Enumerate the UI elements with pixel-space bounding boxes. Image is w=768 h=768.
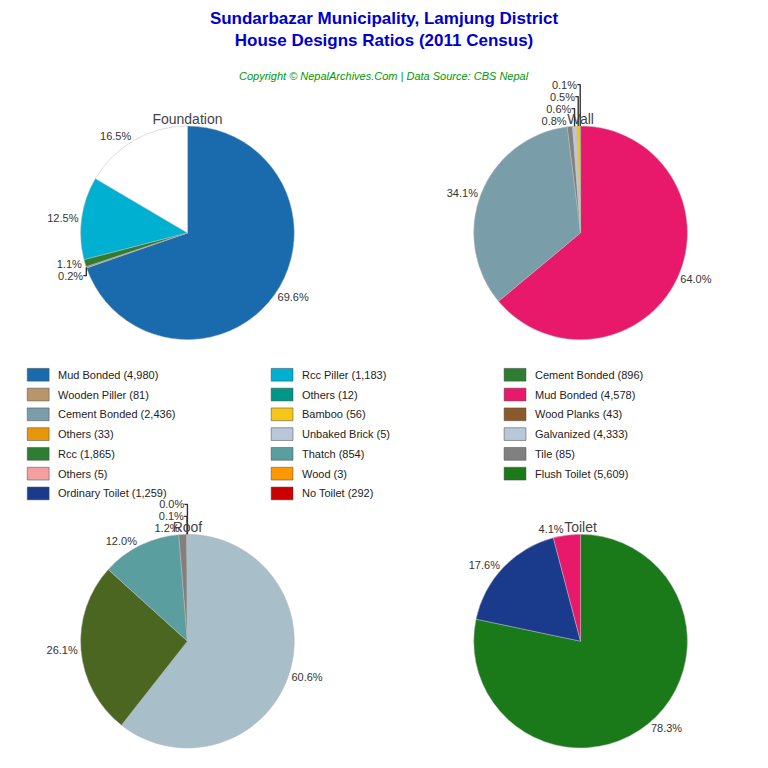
svg-text:69.6%: 69.6% — [278, 291, 309, 303]
svg-text:0.8%: 0.8% — [542, 115, 567, 127]
svg-text:60.6%: 60.6% — [291, 671, 322, 683]
svg-text:Wood Planks (43): Wood Planks (43) — [535, 408, 622, 420]
svg-text:Bamboo (56): Bamboo (56) — [302, 408, 366, 420]
svg-text:Flush Toilet (5,609): Flush Toilet (5,609) — [535, 468, 628, 480]
svg-text:No Toilet (292): No Toilet (292) — [302, 487, 373, 499]
svg-text:Wood (3): Wood (3) — [302, 468, 347, 480]
svg-text:16.5%: 16.5% — [100, 130, 131, 142]
svg-text:4.1%: 4.1% — [539, 523, 564, 535]
svg-text:Rcc (1,865): Rcc (1,865) — [58, 448, 115, 460]
svg-text:Thatch (854): Thatch (854) — [302, 448, 364, 460]
svg-text:Cement Bonded (2,436): Cement Bonded (2,436) — [58, 408, 175, 420]
svg-text:0.1%: 0.1% — [552, 79, 577, 91]
svg-text:Sundarbazar Municipality, Lamj: Sundarbazar Municipality, Lamjung Distri… — [210, 9, 559, 50]
svg-text:Copyright © NepalArchives.Com: Copyright © NepalArchives.Com | Data Sou… — [239, 70, 529, 82]
svg-text:0.1%: 0.1% — [159, 510, 184, 522]
svg-text:Rcc Piller (1,183): Rcc Piller (1,183) — [302, 369, 386, 381]
svg-text:78.3%: 78.3% — [651, 722, 682, 734]
svg-text:0.0%: 0.0% — [159, 498, 184, 510]
svg-text:Others (12): Others (12) — [302, 389, 358, 401]
svg-text:34.1%: 34.1% — [447, 187, 478, 199]
svg-text:Others (33): Others (33) — [58, 428, 114, 440]
svg-text:Foundation: Foundation — [152, 111, 222, 127]
svg-text:Tile (85): Tile (85) — [535, 448, 575, 460]
svg-text:Mud Bonded (4,980): Mud Bonded (4,980) — [58, 369, 158, 381]
svg-text:0.6%: 0.6% — [546, 103, 571, 115]
svg-text:Wall: Wall — [567, 111, 594, 127]
svg-text:Ordinary Toilet (1,259): Ordinary Toilet (1,259) — [58, 487, 167, 499]
svg-text:0.2%: 0.2% — [58, 270, 83, 282]
svg-text:Galvanized (4,333): Galvanized (4,333) — [535, 428, 628, 440]
svg-text:Cement Bonded (896): Cement Bonded (896) — [535, 369, 643, 381]
svg-text:1.1%: 1.1% — [57, 258, 82, 270]
svg-text:64.0%: 64.0% — [680, 273, 711, 285]
svg-text:12.5%: 12.5% — [47, 212, 78, 224]
svg-text:Roof: Roof — [173, 519, 203, 535]
svg-text:Toilet: Toilet — [564, 519, 597, 535]
svg-text:26.1%: 26.1% — [47, 644, 78, 656]
svg-text:Mud Bonded (4,578): Mud Bonded (4,578) — [535, 389, 635, 401]
svg-text:Unbaked Brick (5): Unbaked Brick (5) — [302, 428, 390, 440]
svg-text:1.2%: 1.2% — [154, 522, 179, 534]
svg-text:0.5%: 0.5% — [550, 91, 575, 103]
svg-text:Others (5): Others (5) — [58, 468, 108, 480]
svg-text:17.6%: 17.6% — [469, 559, 500, 571]
svg-text:12.0%: 12.0% — [106, 535, 137, 547]
svg-text:Wooden Piller (81): Wooden Piller (81) — [58, 389, 149, 401]
